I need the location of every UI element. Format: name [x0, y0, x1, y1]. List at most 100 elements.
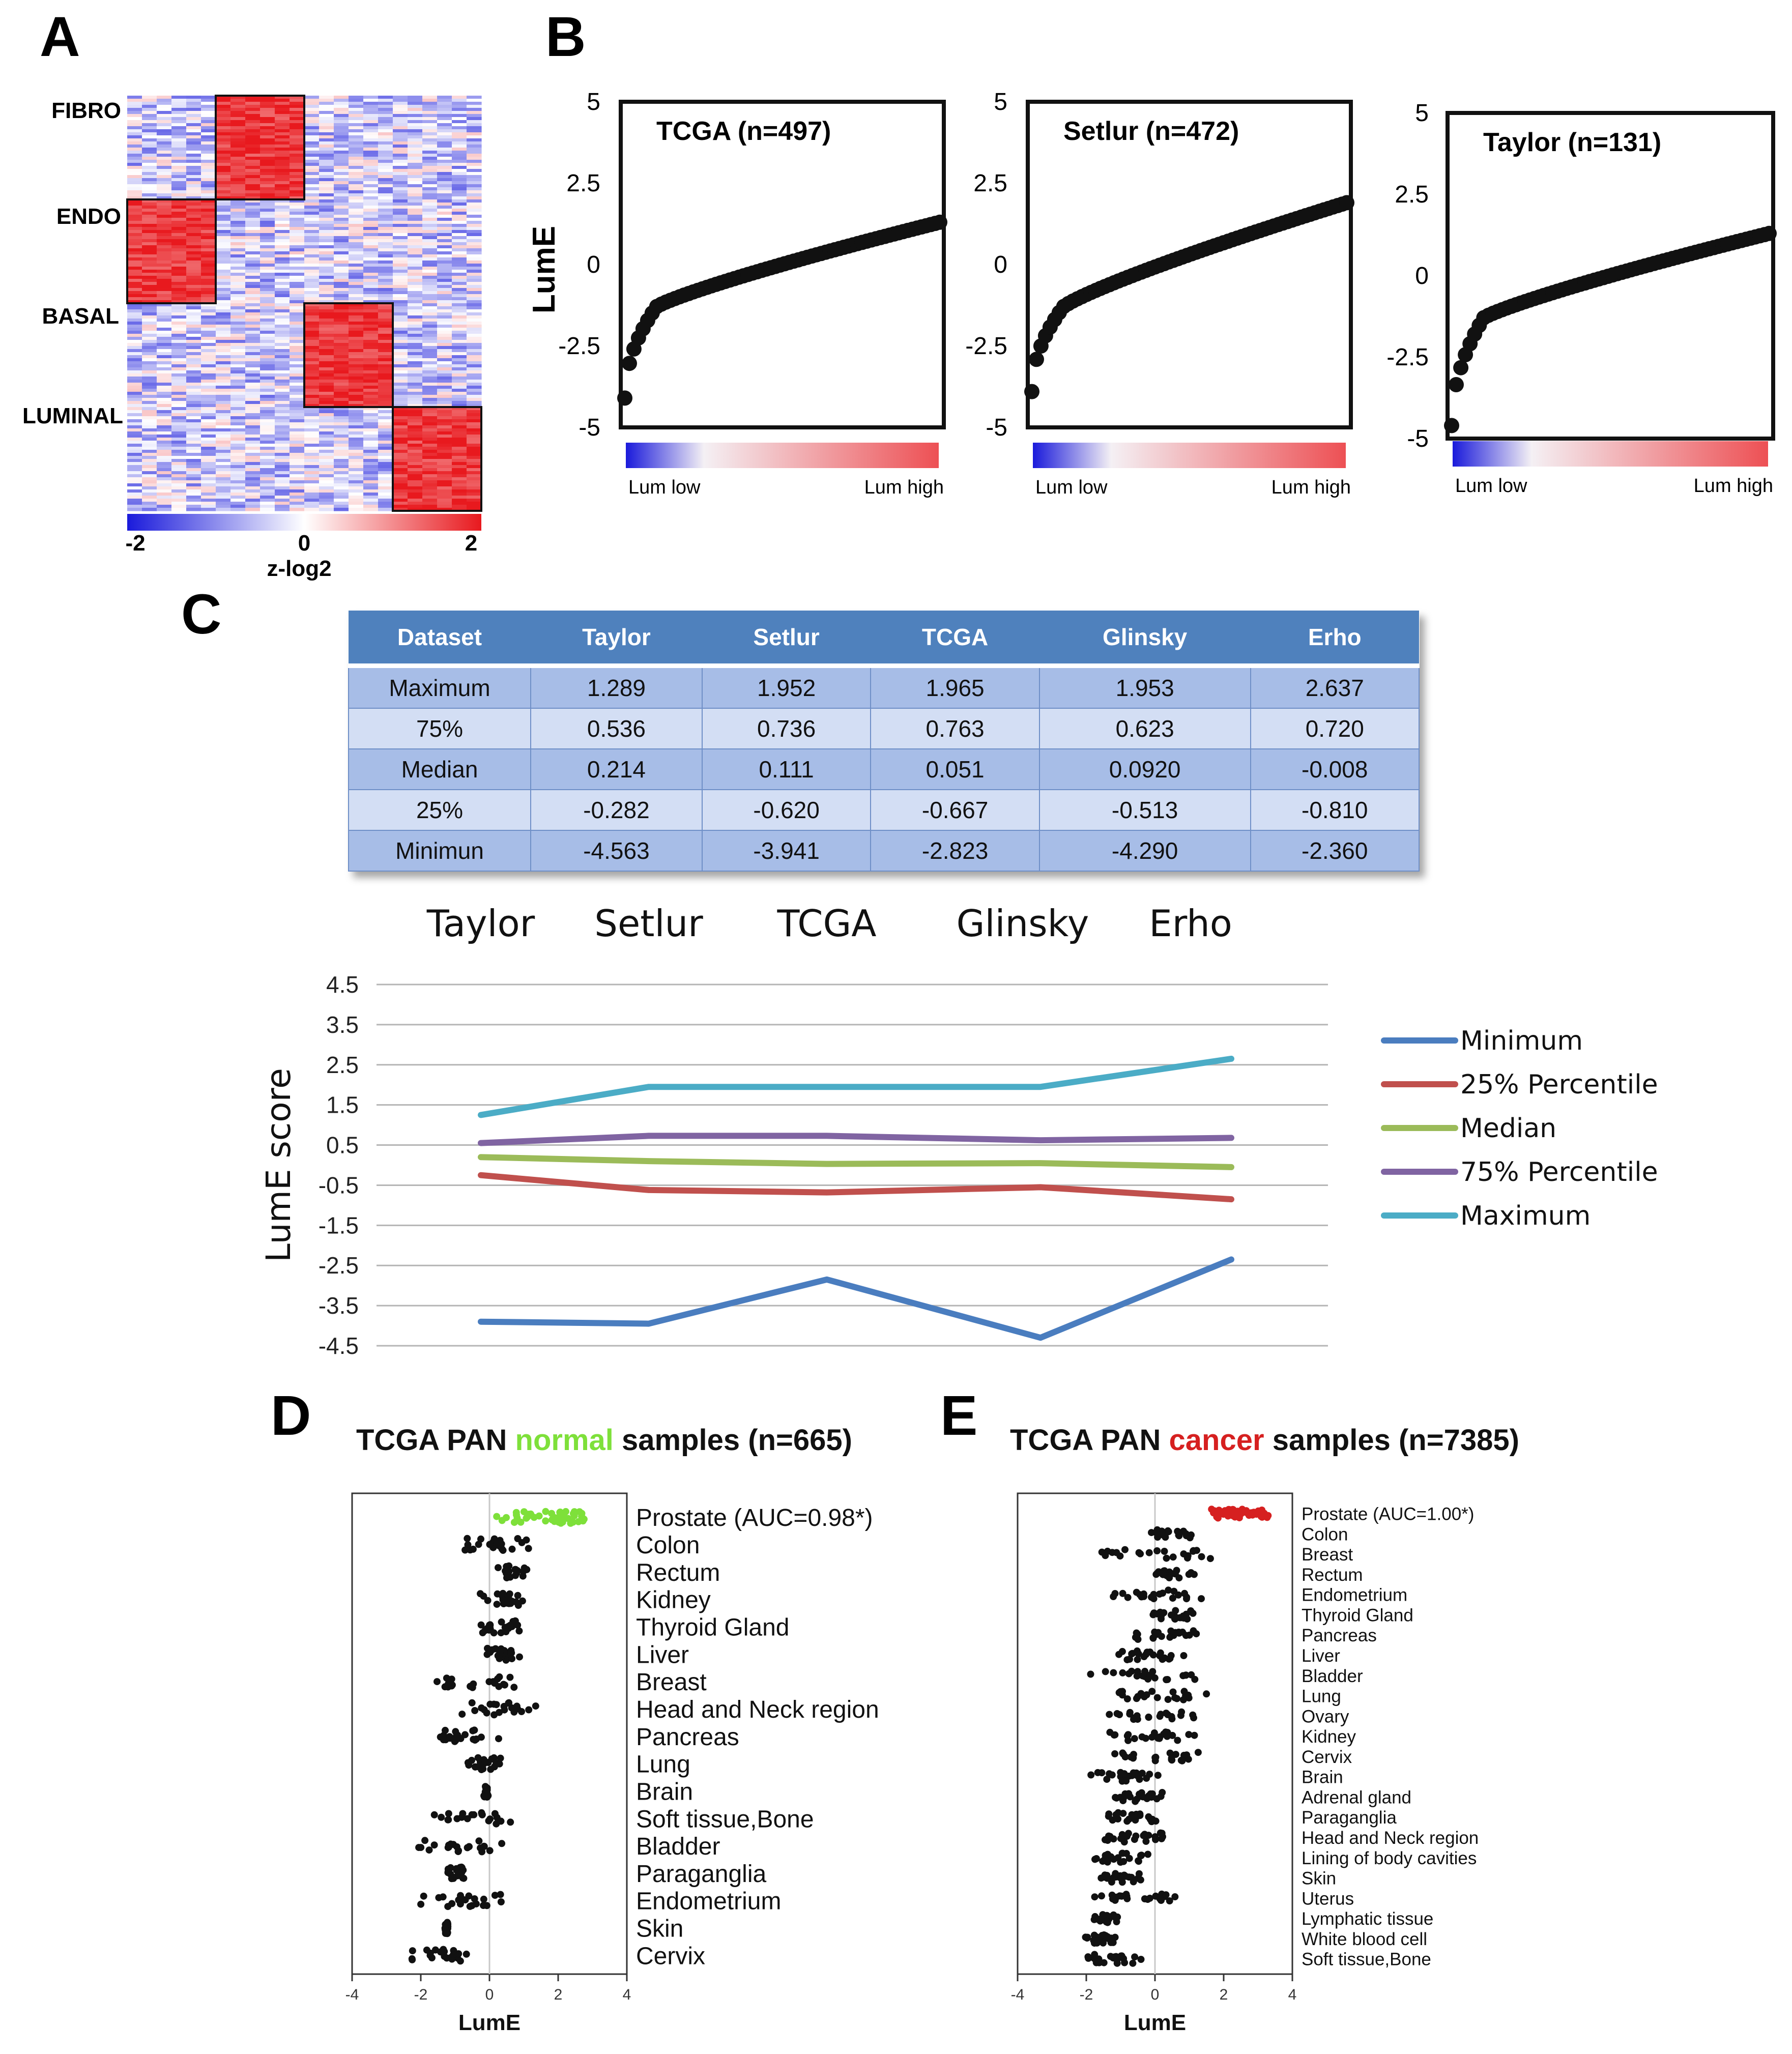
- heatmap-cell: [142, 306, 157, 310]
- heatmap-cell: [230, 144, 246, 148]
- heatmap-cell: [171, 224, 187, 227]
- data-point: [1198, 1553, 1205, 1560]
- heatmap-cell: [201, 407, 216, 411]
- heatmap-cell: [157, 493, 172, 496]
- heatmap-cell: [437, 178, 452, 182]
- heatmap-cell: [260, 184, 275, 188]
- heatmap-cell: [363, 450, 379, 453]
- heatmap-cell: [216, 181, 231, 185]
- heatmap-cell: [408, 435, 423, 438]
- heatmap-cell: [378, 416, 393, 420]
- heatmap-cell: [142, 138, 157, 142]
- heatmap-cell: [304, 438, 320, 441]
- heatmap-cell: [393, 419, 408, 423]
- heatmap-cell: [260, 157, 275, 160]
- data-point: [1183, 1595, 1190, 1603]
- heatmap-cell: [157, 206, 172, 209]
- heatmap-cell: [216, 422, 231, 426]
- heatmap-cell: [186, 328, 201, 331]
- heatmap-cell: [127, 413, 142, 417]
- heatmap-cell: [408, 496, 423, 499]
- heatmap-cell: [319, 261, 334, 264]
- heatmap-cell: [186, 352, 201, 356]
- heatmap-cell: [275, 160, 290, 163]
- heatmap-cell: [363, 199, 379, 203]
- heatmap-cell: [201, 105, 216, 108]
- heatmap-cell: [290, 276, 305, 279]
- data-point: [515, 1627, 523, 1635]
- heatmap-cell: [171, 105, 187, 108]
- heatmap-cell: [245, 370, 261, 374]
- heatmap-cell: [467, 257, 482, 261]
- heatmap-cell: [230, 285, 246, 288]
- heatmap-cell: [171, 251, 187, 255]
- heatmap-cell: [393, 199, 408, 203]
- heatmap-cell: [437, 257, 452, 261]
- heatmap-cell: [304, 224, 320, 227]
- heatmap-cell: [422, 163, 438, 166]
- heatmap-cell: [230, 163, 246, 166]
- heatmap-cell: [127, 279, 142, 282]
- heatmap-cell: [260, 334, 275, 337]
- heatmap-cell: [467, 346, 482, 350]
- data-point: [1169, 1688, 1177, 1696]
- heatmap-cell: [334, 163, 349, 166]
- heatmap-cell: [230, 441, 246, 444]
- data-point: [1134, 1630, 1141, 1638]
- heatmap-cell: [260, 242, 275, 246]
- heatmap-cell: [201, 441, 216, 444]
- heatmap-cell: [127, 102, 142, 105]
- heatmap-cell: [304, 468, 320, 472]
- heatmap-cell: [393, 425, 408, 429]
- heatmap-cell: [319, 410, 334, 414]
- heatmap-cell: [245, 102, 261, 105]
- heatmap-cell: [216, 99, 231, 102]
- heatmap-cell: [304, 291, 320, 295]
- heatmap-cell: [467, 175, 482, 179]
- table-header-erho: Erho: [1250, 611, 1419, 668]
- heatmap-cell: [304, 395, 320, 398]
- heatmap-cell: [230, 322, 246, 325]
- heatmap-cell: [230, 392, 246, 395]
- heatmap-cell: [467, 380, 482, 383]
- heatmap-cell: [260, 202, 275, 206]
- heatmap-cell: [275, 468, 290, 472]
- heatmap-cell: [216, 380, 231, 383]
- category-label: Paraganglia: [1302, 1808, 1397, 1828]
- heatmap-cell: [171, 377, 187, 380]
- data-point: [480, 1842, 488, 1850]
- data-point: [1145, 1714, 1152, 1721]
- heatmap-cell: [378, 196, 393, 200]
- y-tick-label: 5: [994, 89, 1007, 115]
- heatmap-cell: [334, 221, 349, 224]
- category-label: Skin: [1302, 1869, 1336, 1889]
- heatmap-cell: [290, 367, 305, 371]
- heatmap-cell: [349, 199, 364, 203]
- heatmap-cell: [216, 178, 231, 182]
- heatmap-cell: [437, 325, 452, 328]
- heatmap-cell: [349, 193, 364, 197]
- heatmap-cell: [408, 242, 423, 246]
- heatmap-cell: [334, 468, 349, 472]
- heatmap-cell: [186, 221, 201, 224]
- heatmap-cell: [304, 132, 320, 136]
- heatmap-cell: [437, 331, 452, 334]
- heatmap-cell: [216, 129, 231, 133]
- heatmap-cell: [171, 151, 187, 154]
- data-point: [1191, 1731, 1198, 1739]
- heatmap-cell: [142, 496, 157, 499]
- heatmap-cell: [230, 184, 246, 188]
- heatmap-cell: [142, 331, 157, 334]
- heatmap-cell: [260, 120, 275, 124]
- heatmap-cell: [157, 202, 172, 206]
- heatmap-cell: [142, 444, 157, 447]
- heatmap-cell: [230, 178, 246, 182]
- y-tick-label: -5: [579, 414, 600, 441]
- heatmap-cell: [363, 444, 379, 447]
- heatmap-cell: [378, 172, 393, 176]
- heatmap-cell: [201, 340, 216, 343]
- heatmap-cell: [216, 193, 231, 197]
- heatmap-cell: [304, 279, 320, 282]
- heatmap-cell: [216, 257, 231, 261]
- heatmap-cell: [157, 138, 172, 142]
